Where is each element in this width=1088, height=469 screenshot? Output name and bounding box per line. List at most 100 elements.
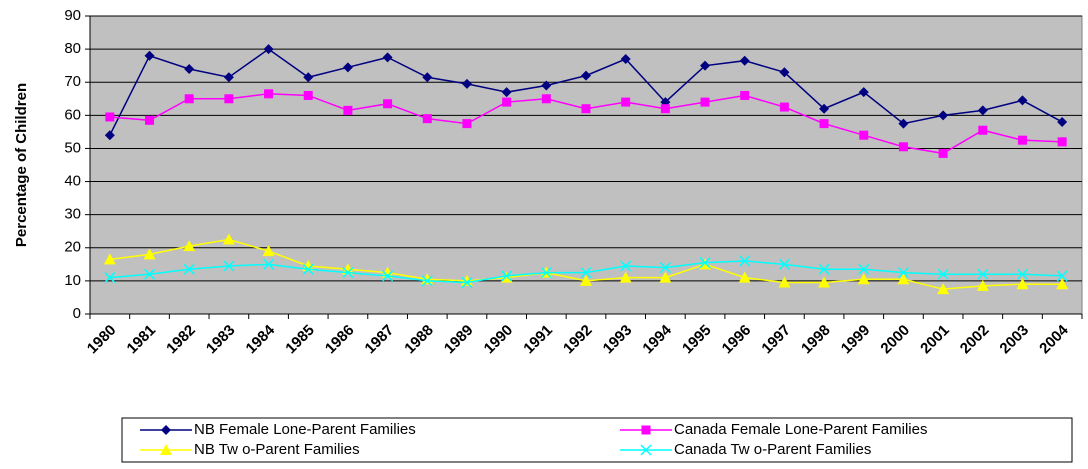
marker — [819, 103, 830, 114]
marker — [161, 425, 171, 435]
marker — [342, 267, 354, 279]
marker — [818, 276, 831, 288]
marker — [779, 102, 789, 112]
marker — [383, 99, 393, 109]
marker — [700, 97, 710, 107]
series — [103, 233, 1069, 295]
marker — [740, 90, 750, 100]
marker — [540, 267, 552, 279]
marker — [1057, 137, 1067, 147]
marker — [422, 114, 432, 124]
marker — [778, 258, 790, 270]
marker — [977, 268, 989, 280]
marker — [620, 54, 631, 65]
marker — [1016, 278, 1029, 290]
marker — [580, 274, 592, 286]
marker — [1057, 116, 1068, 127]
marker — [898, 118, 909, 129]
x-tick-label: 1994 — [639, 321, 675, 357]
marker — [224, 94, 234, 104]
marker — [104, 130, 115, 141]
marker — [341, 263, 354, 275]
marker — [660, 104, 670, 114]
marker — [640, 444, 652, 456]
marker — [143, 248, 156, 260]
marker — [581, 104, 591, 114]
marker — [223, 260, 235, 272]
marker — [501, 270, 513, 282]
y-tick-label: 20 — [64, 239, 81, 256]
marker — [541, 80, 552, 91]
marker — [937, 268, 949, 280]
marker — [700, 60, 711, 71]
marker — [263, 44, 274, 55]
marker — [819, 119, 829, 129]
marker — [160, 444, 172, 455]
marker — [541, 94, 551, 104]
x-tick-label: 2001 — [917, 322, 953, 358]
legend-label: NB Female Lone-Parent Families — [194, 421, 416, 438]
y-tick-label: 30 — [64, 206, 81, 223]
marker — [421, 275, 433, 287]
marker — [262, 245, 275, 257]
marker — [897, 273, 910, 285]
x-tick-label: 1981 — [124, 322, 160, 358]
marker — [1016, 268, 1029, 280]
x-tick-label: 1998 — [798, 322, 834, 358]
x-tick-label: 1991 — [520, 322, 556, 358]
marker — [977, 105, 988, 116]
legend-label: Canada Female Lone-Parent Families — [674, 421, 927, 438]
marker — [641, 425, 651, 435]
marker — [343, 105, 353, 115]
x-tick-label: 1983 — [203, 322, 239, 358]
marker — [104, 272, 116, 284]
marker — [143, 268, 156, 280]
marker — [1017, 135, 1027, 145]
marker — [978, 125, 988, 135]
marker — [461, 78, 472, 89]
marker — [897, 267, 909, 279]
marker — [937, 283, 950, 295]
x-tick-label: 1986 — [322, 322, 358, 358]
x-tick-label: 1985 — [282, 322, 318, 358]
y-tick-label: 40 — [64, 173, 81, 190]
marker — [381, 266, 394, 278]
y-tick-label: 10 — [64, 272, 81, 289]
y-tick-label: 0 — [73, 305, 81, 322]
x-tick-label: 1990 — [481, 322, 517, 358]
y-axis-label: Percentage of Children — [13, 83, 30, 247]
marker — [502, 97, 512, 107]
marker — [739, 255, 751, 267]
series — [105, 89, 1067, 158]
marker — [462, 119, 472, 129]
marker — [222, 233, 235, 245]
marker — [779, 67, 790, 78]
marker — [263, 258, 275, 270]
marker — [581, 70, 591, 81]
x-tick-label: 1982 — [163, 322, 199, 358]
x-tick-label: 1988 — [401, 322, 437, 358]
marker — [342, 62, 353, 73]
marker — [858, 263, 870, 275]
marker — [461, 277, 473, 289]
marker — [1017, 95, 1028, 106]
marker — [938, 110, 949, 121]
x-tick-label: 1992 — [560, 322, 596, 358]
marker — [264, 89, 274, 99]
marker — [1056, 270, 1068, 282]
plot-area — [89, 15, 1083, 315]
x-tick-label: 1999 — [838, 322, 874, 358]
marker — [1056, 278, 1069, 290]
series — [104, 44, 1068, 141]
marker — [659, 262, 671, 274]
marker — [302, 263, 314, 275]
legend-label: Canada Tw o-Parent Families — [674, 441, 871, 458]
legend — [121, 417, 1073, 463]
marker — [621, 97, 631, 107]
marker — [144, 50, 155, 61]
marker — [619, 271, 632, 283]
marker — [857, 273, 870, 285]
marker — [382, 52, 393, 63]
marker — [184, 94, 194, 104]
